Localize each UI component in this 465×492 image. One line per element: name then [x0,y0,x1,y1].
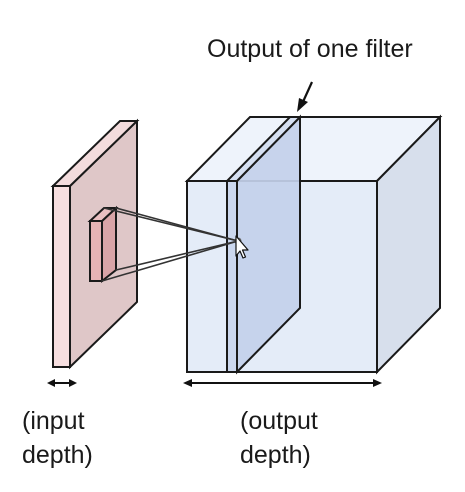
output-depth-label-line1: (output [240,407,318,435]
output-filter-slice [224,114,303,375]
output-depth-label: (output depth) [240,404,318,472]
output-of-one-filter-label: Output of one filter [207,35,413,63]
receptive-field-front [89,220,103,282]
connection-line [101,240,239,282]
filter-pointer-arrow [297,81,314,112]
input-depth-label-line2: depth) [22,441,93,469]
output-depth-arrow [183,379,382,387]
filter-slice-front [226,180,238,373]
connection-line [115,207,239,242]
input-volume-front [52,185,71,368]
input-depth-arrow [47,379,77,387]
connection-line [115,240,239,271]
receptive-field [87,205,119,284]
output-depth-label-line2: depth) [240,441,311,469]
input-depth-label-line1: (input [22,407,85,435]
connection-lines [101,207,239,282]
cursor-icon [235,235,249,259]
input-depth-label: (input depth) [22,404,93,472]
